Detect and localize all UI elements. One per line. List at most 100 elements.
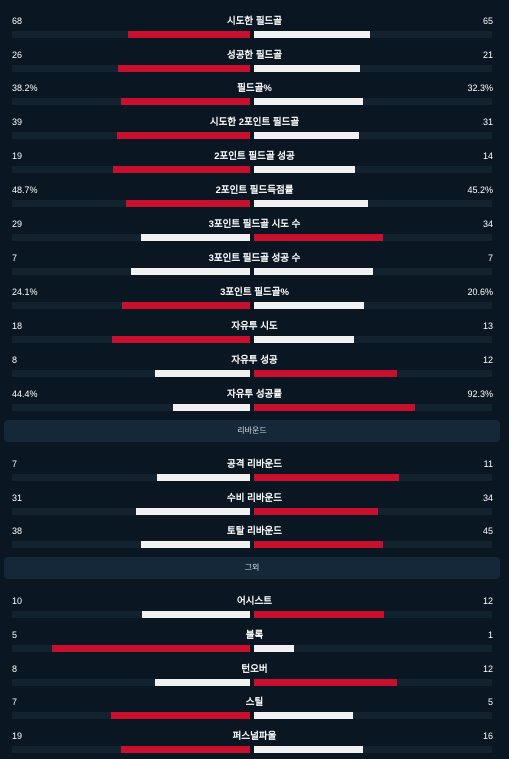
away-value: 7 [487, 253, 493, 263]
home-value: 7 [12, 459, 18, 469]
away-value: 45.2% [467, 185, 493, 195]
home-bar [155, 679, 250, 686]
away-value: 5 [487, 697, 493, 707]
home-value: 8 [12, 355, 18, 365]
away-value: 45 [482, 526, 493, 536]
stat-label: 자유투 성공 [231, 355, 278, 366]
stat-row: 8 턴오버 12 [0, 651, 509, 686]
stat-row: 7 3포인트 필드골 성공 수 7 [0, 240, 509, 275]
away-bar [254, 712, 353, 719]
away-bar-track [254, 31, 492, 38]
away-bar-track [254, 679, 492, 686]
away-bar-track [254, 302, 492, 309]
away-value: 16 [482, 731, 493, 741]
stat-row: 68 시도한 필드골 65 [0, 3, 509, 38]
away-bar-track [254, 200, 492, 207]
away-bar-track [254, 336, 492, 343]
away-bar-track [254, 541, 492, 548]
away-bar [254, 541, 383, 548]
stat-label: 자유투 성공률 [226, 389, 283, 400]
away-bar-track [254, 508, 492, 515]
away-bar [254, 268, 373, 275]
home-value: 48.7% [12, 185, 38, 195]
stat-label: 공격 리바운드 [226, 459, 283, 470]
stat-label: 3포인트 필드골% [220, 287, 289, 298]
home-bar-track [12, 679, 250, 686]
stat-row: 39 시도한 2포인트 필드골 31 [0, 104, 509, 139]
section-header: 그외 [4, 557, 500, 579]
away-bar [254, 746, 363, 753]
stat-label: 스틸 [245, 697, 264, 708]
away-value: 12 [482, 596, 493, 606]
away-value: 92.3% [467, 389, 493, 399]
away-bar-track [254, 132, 492, 139]
away-bar-track [254, 611, 492, 618]
home-bar-track [12, 302, 250, 309]
stat-row: 10 어시스트 12 [0, 583, 509, 618]
stat-label: 수비 리바운드 [226, 493, 283, 504]
stat-label: 어시스트 [237, 596, 272, 607]
stat-row: 29 3포인트 필드골 시도 수 34 [0, 206, 509, 241]
away-bar [254, 234, 383, 241]
away-bar-track [254, 712, 492, 719]
home-bar [157, 474, 250, 481]
away-bar [254, 132, 359, 139]
stat-row: 48.7% 2포인트 필드득점률 45.2% [0, 172, 509, 207]
home-value: 18 [12, 321, 23, 331]
home-bar [131, 268, 250, 275]
stat-label: 2포인트 필드골 성공 [214, 151, 295, 162]
away-value: 13 [482, 321, 493, 331]
home-value: 26 [12, 50, 23, 60]
home-bar [118, 65, 250, 72]
home-bar [52, 645, 250, 652]
home-value: 38 [12, 526, 23, 536]
home-bar-track [12, 370, 250, 377]
away-bar [254, 645, 294, 652]
stat-row: 38.2% 필드골% 32.3% [0, 70, 509, 105]
home-bar-track [12, 645, 250, 652]
away-bar-track [254, 404, 492, 411]
stat-label: 성공한 필드골 [226, 50, 283, 61]
home-bar-track [12, 31, 250, 38]
away-value: 32.3% [467, 83, 493, 93]
away-bar [254, 200, 368, 207]
away-value: 34 [482, 219, 493, 229]
away-bar [254, 65, 360, 72]
away-bar [254, 98, 363, 105]
away-bar-track [254, 65, 492, 72]
home-value: 10 [12, 596, 23, 606]
home-bar [142, 611, 250, 618]
home-bar [121, 98, 250, 105]
away-bar [254, 474, 399, 481]
home-value: 8 [12, 664, 18, 674]
stat-row: 31 수비 리바운드 34 [0, 480, 509, 515]
home-bar [113, 166, 250, 173]
home-bar-track [12, 611, 250, 618]
stat-row: 7 스틸 5 [0, 684, 509, 719]
stat-label: 시도한 필드골 [226, 16, 283, 27]
home-bar-track [12, 541, 250, 548]
home-value: 31 [12, 493, 23, 503]
stat-row: 8 자유투 성공 12 [0, 342, 509, 377]
home-value: 7 [12, 253, 18, 263]
home-bar-track [12, 65, 250, 72]
away-value: 14 [482, 151, 493, 161]
away-value: 34 [482, 493, 493, 503]
away-bar-track [254, 234, 492, 241]
away-bar-track [254, 166, 492, 173]
home-bar-track [12, 336, 250, 343]
home-value: 39 [12, 117, 23, 127]
home-bar-track [12, 234, 250, 241]
stat-label: 시도한 2포인트 필드골 [209, 117, 300, 128]
stat-label: 3포인트 필드골 시도 수 [208, 219, 301, 230]
home-bar-track [12, 712, 250, 719]
away-bar [254, 31, 370, 38]
home-bar [126, 200, 250, 207]
home-bar-track [12, 404, 250, 411]
away-value: 21 [482, 50, 493, 60]
home-bar-track [12, 474, 250, 481]
away-bar [254, 370, 397, 377]
stat-row: 7 공격 리바운드 11 [0, 446, 509, 481]
home-bar [141, 234, 250, 241]
home-bar-track [12, 98, 250, 105]
